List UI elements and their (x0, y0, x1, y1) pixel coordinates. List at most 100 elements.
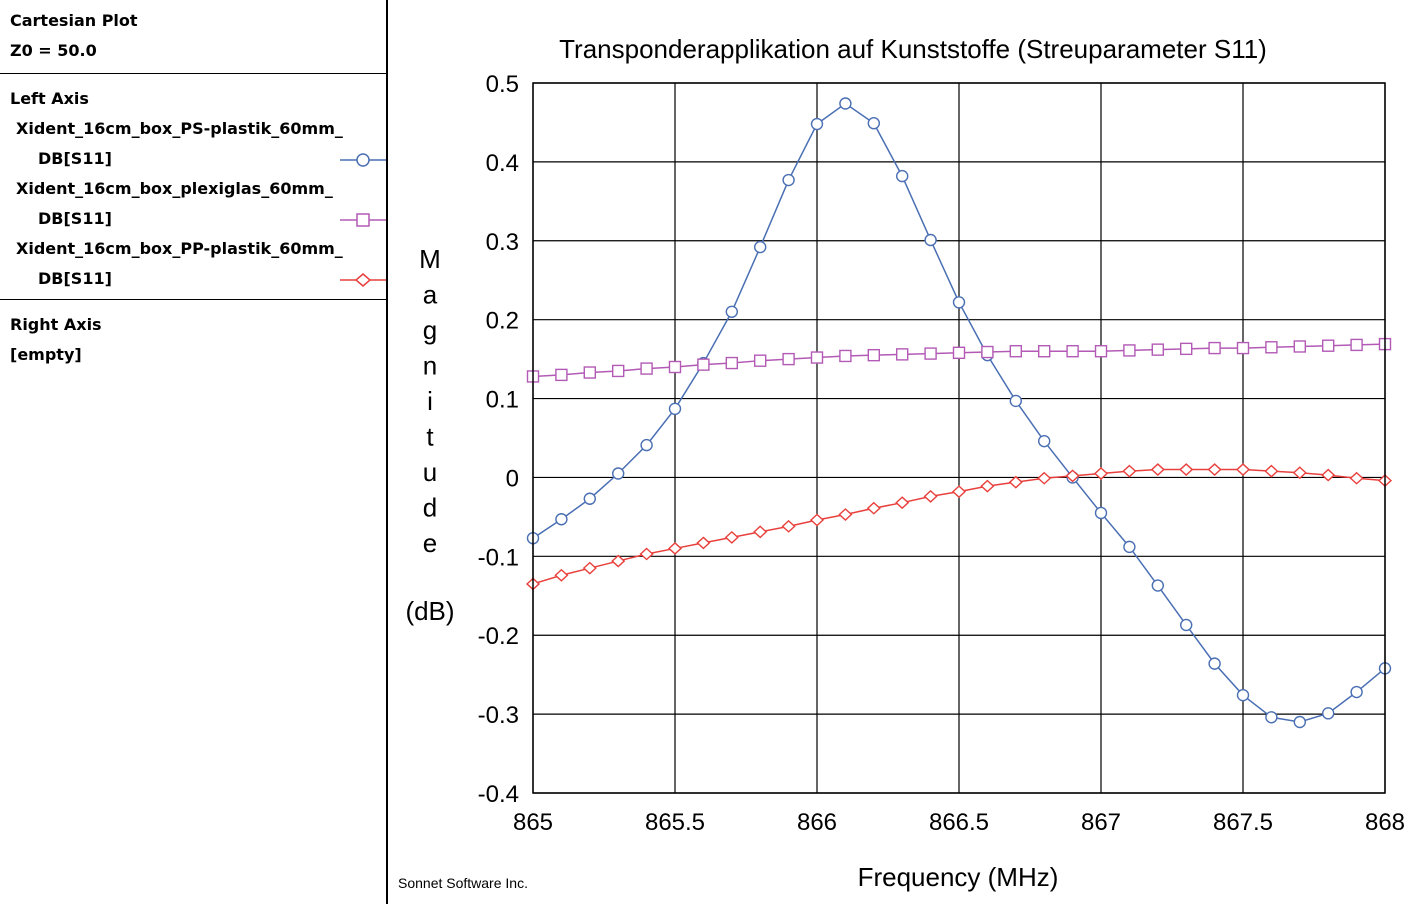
data-point (867, 117, 880, 130)
data-point (1180, 342, 1193, 356)
trace-measurement-pp-plastik[interactable]: DB[S11] (10, 268, 386, 298)
y-tick-label: 0.3 (486, 229, 519, 256)
data-point (1008, 475, 1023, 489)
data-point (1265, 341, 1278, 354)
data-point (809, 513, 825, 527)
trace-name-plexiglas[interactable]: Xident_16cm_box_plexiglas_60mm_ (16, 179, 333, 198)
y-axis-label-letter: u (423, 457, 437, 487)
data-point (1349, 471, 1364, 485)
data-point (1236, 341, 1250, 355)
data-point (866, 501, 881, 515)
right-axis-section: Right Axis [empty] (0, 300, 386, 374)
data-point (1208, 657, 1221, 670)
series-circle (526, 97, 1392, 729)
data-point (1065, 469, 1080, 483)
data-point (1322, 339, 1335, 352)
data-point (1265, 711, 1278, 724)
y-axis-label-letter: g (423, 315, 437, 345)
data-point (782, 173, 795, 187)
data-point (1236, 688, 1250, 702)
x-tick-label: 866.5 (929, 809, 989, 836)
data-point (980, 479, 995, 493)
y-tick-label: -0.2 (478, 623, 519, 650)
y-tick-label: 0.5 (486, 71, 519, 98)
y-tick-label: 0 (506, 465, 519, 492)
trace-measurement-plexiglas[interactable]: DB[S11] (10, 208, 386, 238)
data-point (781, 519, 796, 533)
data-point (951, 485, 967, 499)
right-axis-value: [empty] (10, 345, 82, 364)
data-point (867, 348, 880, 362)
trace-measurement-ps-plastik[interactable]: DB[S11] (10, 148, 386, 178)
trace-name-ps-plastik[interactable]: Xident_16cm_box_PS-plastik_60mm_ (16, 119, 343, 138)
data-point (810, 351, 824, 364)
data-point (810, 117, 824, 131)
data-point (611, 554, 626, 568)
data-point (554, 568, 569, 582)
data-point (555, 513, 568, 526)
data-point (1293, 340, 1306, 353)
data-point (1207, 463, 1222, 477)
z0-label: Z0 = 50.0 (10, 41, 97, 60)
data-point (583, 492, 597, 505)
square-marker-icon (340, 213, 386, 227)
data-point (1150, 463, 1165, 477)
data-point (754, 354, 767, 367)
data-point (1322, 707, 1335, 720)
data-point (582, 561, 597, 575)
data-point (697, 358, 710, 371)
data-point (838, 508, 853, 521)
data-point (1009, 345, 1022, 358)
data-point (639, 547, 654, 561)
s11-chart[interactable]: Transponderapplikation auf Kunststoffe (… (390, 0, 1425, 904)
data-point (981, 345, 994, 359)
data-point (1264, 464, 1279, 478)
data-point (668, 402, 682, 416)
data-point (1038, 345, 1051, 358)
data-point (1350, 338, 1363, 352)
data-point (724, 530, 739, 544)
data-point (725, 356, 738, 370)
data-point (640, 438, 653, 452)
trace-measurement-label: DB[S11] (38, 269, 112, 288)
data-point (1292, 466, 1307, 480)
x-tick-label: 865.5 (645, 809, 705, 836)
data-point (1179, 463, 1194, 477)
x-axis-label: Frequency (MHz) (858, 862, 1059, 892)
x-tick-label: 865 (513, 809, 553, 836)
data-point (923, 489, 938, 503)
data-point (1122, 464, 1137, 478)
y-axis-label-letter: n (423, 351, 437, 381)
data-point (667, 541, 683, 555)
data-point (754, 240, 767, 254)
data-point (924, 347, 937, 360)
plot-info-section: Cartesian Plot Z0 = 50.0 (0, 0, 386, 74)
data-point (1235, 463, 1251, 477)
data-point (1208, 341, 1221, 355)
left-axis-heading: Left Axis (10, 89, 89, 108)
tick-labels: 865 865.5 866 866.5 867 867.5 868 0.5 0.4 0.3 0.2 0… (478, 71, 1405, 836)
data-point (611, 467, 625, 480)
series-square (526, 337, 1392, 383)
y-axis-label-letter: i (427, 386, 433, 416)
y-tick-label: -0.1 (478, 544, 519, 571)
y-axis-label-letter: e (423, 528, 437, 558)
y-axis-label-letter: a (423, 280, 438, 310)
trace-name-pp-plastik[interactable]: Xident_16cm_box_PP-plastik_60mm_ (16, 239, 343, 258)
data-point (1123, 540, 1136, 554)
plot-frame (532, 82, 1386, 794)
data-point (839, 97, 852, 110)
data-point (668, 360, 682, 374)
x-tick-label: 866 (797, 809, 837, 836)
y-tick-label: -0.4 (478, 781, 519, 808)
circle-marker-icon (340, 153, 386, 167)
data-point (1151, 343, 1164, 356)
y-axis-label-letter: t (426, 422, 434, 452)
diamond-marker-icon (340, 273, 386, 287)
plot-type-label: Cartesian Plot (10, 11, 138, 30)
data-point (952, 296, 966, 309)
x-tick-label: 868 (1365, 809, 1405, 836)
data-point (896, 169, 909, 183)
data-point (782, 352, 795, 366)
